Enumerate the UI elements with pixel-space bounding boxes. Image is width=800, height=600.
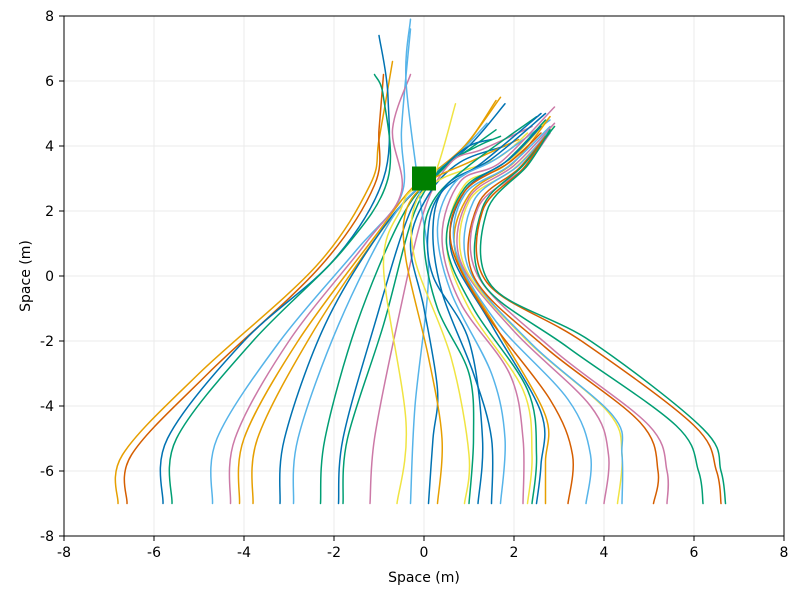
trajectory-line [479, 129, 727, 505]
trajectory-line [123, 73, 385, 505]
y-tick-label: 6 [45, 74, 54, 90]
y-tick-label: -8 [40, 529, 54, 545]
trajectory-line [423, 115, 538, 505]
ticks: -8 -6 -4 -2 0 2 4 6 8 -8 -6 -4 -2 0 2 4 6 8 [40, 9, 788, 561]
x-tick-label: -8 [57, 545, 71, 561]
x-tick-label: -6 [147, 545, 161, 561]
trajectory-line [410, 132, 529, 505]
x-tick-label: 0 [420, 545, 429, 561]
trajectory-line [168, 73, 392, 505]
y-tick-label: -6 [40, 464, 54, 480]
trajectory-line [469, 132, 670, 505]
y-tick-label: 2 [45, 204, 54, 220]
x-tick-label: 2 [510, 545, 519, 561]
y-tick-label: -2 [40, 334, 54, 350]
x-tick-label: -4 [237, 545, 251, 561]
x-tick-label: 6 [690, 545, 699, 561]
y-tick-label: 8 [45, 9, 54, 25]
goal-marker-layer [412, 166, 436, 191]
y-axis-label: Space (m) [18, 240, 34, 312]
trajectory-line [475, 135, 722, 505]
trajectory-line [441, 106, 556, 505]
trajectory-line [369, 125, 533, 505]
trajectory-line [467, 135, 660, 505]
trajectory-line [463, 129, 624, 505]
trajectory-line [409, 145, 506, 505]
trajectory-line [473, 125, 704, 505]
trajectory-line [210, 28, 412, 505]
trajectory-line [426, 112, 542, 505]
trajectory-line [228, 73, 412, 505]
x-tick-label: 4 [600, 545, 609, 561]
series-lines [114, 18, 727, 505]
x-axis-label: Space (m) [388, 570, 460, 586]
goal-marker [412, 166, 436, 191]
trajectory-line [319, 129, 497, 505]
trajectory-line [456, 122, 610, 505]
x-tick-label: -2 [327, 545, 341, 561]
trajectory-line [449, 125, 546, 505]
y-tick-label: 0 [45, 269, 54, 285]
trajectory-line [402, 138, 520, 505]
y-tick-label: -4 [40, 399, 54, 415]
y-tick-label: 4 [45, 139, 54, 155]
trajectory-line [449, 132, 574, 505]
trajectory-line [342, 135, 502, 505]
trajectory-line [432, 112, 547, 505]
trajectory-line [436, 119, 551, 505]
x-tick-label: 8 [780, 545, 789, 561]
trajectory-line [452, 125, 592, 505]
